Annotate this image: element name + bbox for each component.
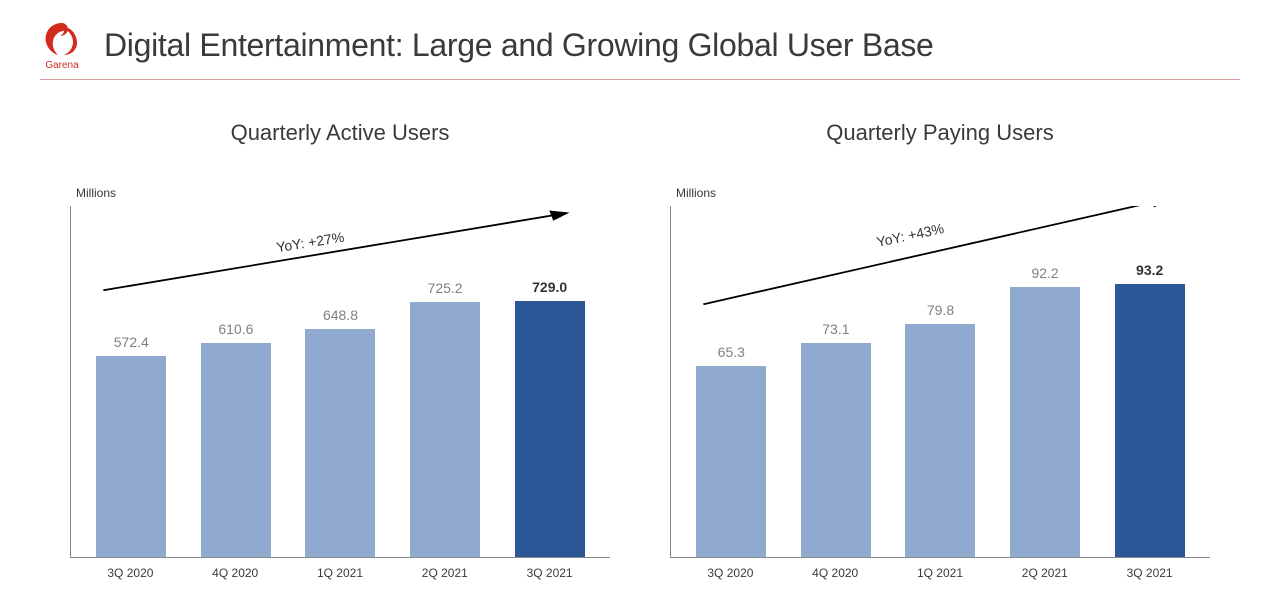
- garena-logo-icon: [40, 20, 84, 58]
- bar-wrap: 610.6: [184, 206, 289, 557]
- bar-value-label: 93.2: [1136, 262, 1163, 278]
- x-axis-label: 3Q 2021: [497, 566, 602, 580]
- unit-label-right: Millions: [676, 186, 1210, 200]
- x-axis-label: 3Q 2020: [78, 566, 183, 580]
- bar-wrap: 93.2: [1097, 206, 1202, 557]
- bar-wrap: 729.0: [497, 206, 602, 557]
- bar-value-label: 729.0: [532, 279, 567, 295]
- page-title: Digital Entertainment: Large and Growing…: [104, 27, 934, 64]
- bar-value-label: 92.2: [1031, 265, 1058, 281]
- slide: Garena Digital Entertainment: Large and …: [0, 0, 1280, 611]
- bar: [1010, 287, 1080, 557]
- plot-area-left: YoY: +27% 572.4610.6648.8725.2729.0: [70, 206, 610, 558]
- bar: [696, 366, 766, 557]
- x-axis-label: 2Q 2021: [992, 566, 1097, 580]
- bar-value-label: 572.4: [114, 334, 149, 350]
- x-axis-label: 4Q 2020: [183, 566, 288, 580]
- x-axis-label: 3Q 2021: [1097, 566, 1202, 580]
- bar-wrap: 65.3: [679, 206, 784, 557]
- charts-row: Quarterly Active Users Millions YoY: +27…: [40, 100, 1240, 580]
- bars-right: 65.3 73.1 79.8 92.2 93.2: [671, 206, 1210, 557]
- chart-title-right: Quarterly Paying Users: [670, 120, 1210, 146]
- brand-logo: Garena: [40, 20, 84, 71]
- x-labels-left: 3Q 20204Q 20201Q 20212Q 20213Q 2021: [70, 558, 610, 580]
- bar: [1115, 284, 1185, 557]
- brand-name: Garena: [45, 60, 78, 71]
- bar: [515, 301, 585, 557]
- bar-wrap: 73.1: [784, 206, 889, 557]
- chart-paying-users: Quarterly Paying Users Millions YoY: +43…: [670, 100, 1210, 580]
- bar-wrap: 92.2: [993, 206, 1098, 557]
- bar: [905, 324, 975, 557]
- bar: [96, 356, 166, 557]
- bar-value-label: 65.3: [718, 344, 745, 360]
- bar-wrap: 648.8: [288, 206, 393, 557]
- bar-value-label: 648.8: [323, 307, 358, 323]
- bar-value-label: 610.6: [218, 321, 253, 337]
- bar-value-label: 73.1: [822, 321, 849, 337]
- unit-label-left: Millions: [76, 186, 610, 200]
- bar-wrap: 79.8: [888, 206, 993, 557]
- x-axis-label: 1Q 2021: [888, 566, 993, 580]
- chart-title-left: Quarterly Active Users: [70, 120, 610, 146]
- x-axis-label: 2Q 2021: [392, 566, 497, 580]
- x-axis-label: 1Q 2021: [288, 566, 393, 580]
- bar-wrap: 725.2: [393, 206, 498, 557]
- bar-value-label: 79.8: [927, 302, 954, 318]
- x-axis-label: 3Q 2020: [678, 566, 783, 580]
- bar-value-label: 725.2: [428, 280, 463, 296]
- bar: [801, 343, 871, 557]
- x-axis-label: 4Q 2020: [783, 566, 888, 580]
- plot-area-right: YoY: +43% 65.373.179.892.293.2: [670, 206, 1210, 558]
- header: Garena Digital Entertainment: Large and …: [40, 20, 1240, 80]
- bar: [305, 329, 375, 557]
- chart-active-users: Quarterly Active Users Millions YoY: +27…: [70, 100, 610, 580]
- x-labels-right: 3Q 20204Q 20201Q 20212Q 20213Q 2021: [670, 558, 1210, 580]
- bar-wrap: 572.4: [79, 206, 184, 557]
- bars-left: 572.4 610.6 648.8 725.2 729.0: [71, 206, 610, 557]
- bar: [201, 343, 271, 557]
- bar: [410, 302, 480, 557]
